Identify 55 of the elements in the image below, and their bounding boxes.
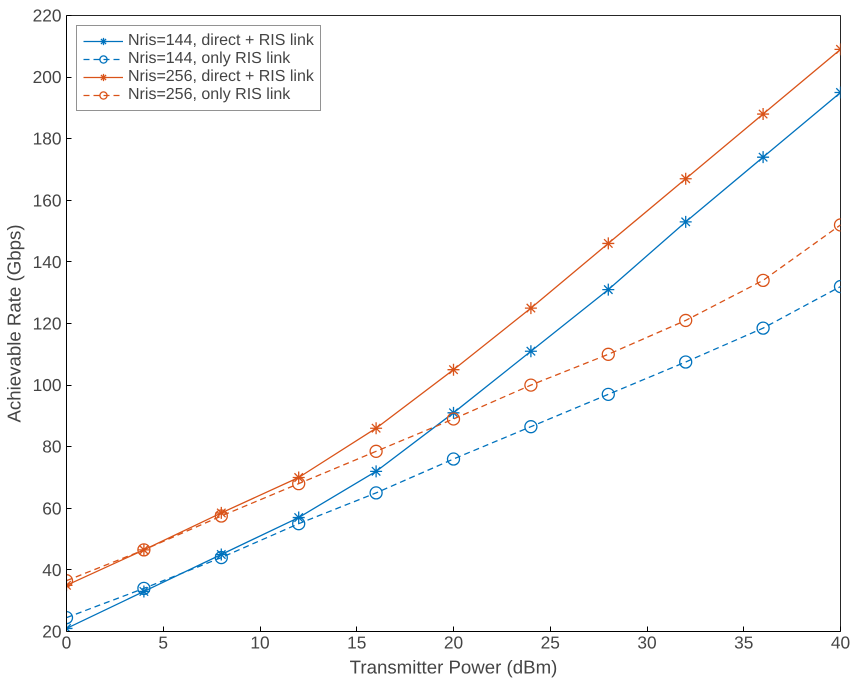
y-tick-label: 160 xyxy=(32,190,62,210)
x-tick-label: 5 xyxy=(158,632,168,652)
y-tick-label: 200 xyxy=(32,67,62,88)
x-tick-label: 25 xyxy=(540,632,560,652)
x-tick-label: 10 xyxy=(250,632,270,652)
legend-label: Nris=256, only RIS link xyxy=(128,86,290,104)
point xyxy=(446,412,460,426)
x-tick-label: 30 xyxy=(637,632,657,652)
y-tick-label: 220 xyxy=(32,6,62,26)
point xyxy=(756,321,770,335)
point xyxy=(446,406,460,420)
x-tick-label: 0 xyxy=(62,632,72,652)
point xyxy=(524,344,538,358)
point xyxy=(602,388,615,401)
y-tick-label: 140 xyxy=(32,252,62,272)
point xyxy=(679,355,692,369)
point xyxy=(214,506,228,520)
point xyxy=(524,378,538,392)
point xyxy=(602,236,615,250)
point xyxy=(369,464,383,478)
point xyxy=(214,509,228,523)
y-tick-label: 100 xyxy=(32,375,62,396)
point xyxy=(524,301,538,315)
legend-label: Nris=144, direct + RIS link xyxy=(128,32,314,50)
point xyxy=(679,215,692,229)
x-tick-label: 40 xyxy=(830,632,850,652)
point xyxy=(756,274,770,288)
point xyxy=(137,582,151,596)
point xyxy=(524,420,538,434)
y-tick-label: 60 xyxy=(42,498,62,518)
point xyxy=(446,452,460,466)
legend-label: Nris=144, only RIS link xyxy=(128,50,290,68)
point xyxy=(214,548,228,562)
point xyxy=(137,584,151,598)
point xyxy=(602,282,615,296)
point xyxy=(756,150,770,164)
x-tick-label: 20 xyxy=(444,632,464,652)
point xyxy=(214,550,228,564)
point xyxy=(756,107,770,121)
point xyxy=(369,486,383,500)
point xyxy=(679,314,692,328)
point xyxy=(369,422,383,435)
legend-label: Nris=256, direct + RIS link xyxy=(128,68,314,86)
y-tick-label: 40 xyxy=(42,560,62,580)
x-tick-label: 15 xyxy=(347,632,366,652)
x-tick-label: 35 xyxy=(734,632,754,652)
point xyxy=(446,363,460,376)
y-tick-label: 80 xyxy=(42,436,62,457)
y-axis-title: Achievable Rate (Gbps) xyxy=(4,224,25,423)
point xyxy=(679,172,692,186)
x-axis-title: Transmitter Power (dBm) xyxy=(350,656,558,678)
y-tick-label: 120 xyxy=(32,314,62,334)
point xyxy=(369,444,383,458)
y-tick-label: 180 xyxy=(32,128,62,149)
point xyxy=(602,348,615,361)
